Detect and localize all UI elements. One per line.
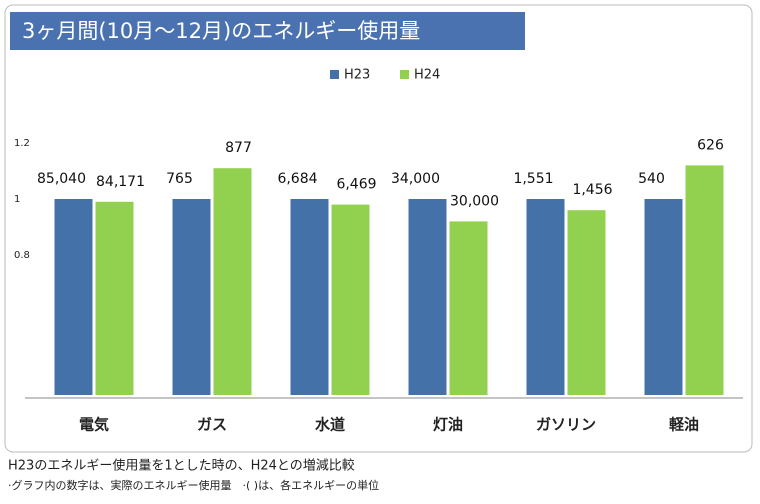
bar	[95, 201, 134, 395]
x-tick-label: 水道	[315, 416, 345, 434]
value-label: 540	[638, 171, 665, 187]
y-tick-label: 1	[14, 194, 20, 205]
x-tick-label: ガソリン	[536, 416, 596, 434]
value-label: 765	[166, 171, 193, 187]
value-label: 1,551	[513, 171, 553, 187]
bar	[644, 199, 683, 395]
value-label: 30,000	[450, 193, 499, 209]
bar	[213, 168, 252, 395]
bar	[526, 199, 565, 395]
x-tick-label: 灯油	[433, 416, 463, 434]
bar	[408, 199, 447, 395]
value-label: 85,040	[37, 171, 86, 187]
value-label: 6,469	[336, 177, 376, 193]
value-label: 34,000	[391, 171, 440, 187]
legend-swatch	[400, 70, 409, 79]
bar	[449, 221, 488, 395]
bar	[54, 199, 93, 395]
value-label: 626	[697, 137, 724, 153]
value-label: 84,171	[96, 174, 145, 190]
bar	[172, 199, 211, 395]
y-tick-label: 1.2	[14, 138, 30, 149]
legend-label: H23	[344, 68, 370, 83]
note: H23のエネルギー使用量を1とした時の、H24との増減比較	[8, 458, 355, 474]
x-tick-label: 軽油	[669, 416, 699, 434]
value-label: 6,684	[277, 171, 317, 187]
chart-title: 3ヶ月間(10月～12月)のエネルギー使用量	[22, 19, 420, 43]
bar	[331, 204, 370, 395]
value-label: 1,456	[572, 182, 612, 198]
y-tick-label: 0.8	[14, 250, 30, 261]
bar	[290, 199, 329, 395]
bar	[685, 165, 724, 395]
x-tick-label: ガス	[197, 416, 227, 434]
title-banner	[10, 12, 525, 50]
legend-label: H24	[414, 68, 440, 83]
legend-swatch	[330, 70, 339, 79]
bar	[567, 210, 606, 395]
note: ·グラフ内の数字は、実際のエネルギー使用量 ·( )は、各エネルギーの単位	[8, 478, 379, 492]
value-label: 877	[225, 140, 252, 156]
x-tick-label: 電気	[79, 416, 109, 434]
